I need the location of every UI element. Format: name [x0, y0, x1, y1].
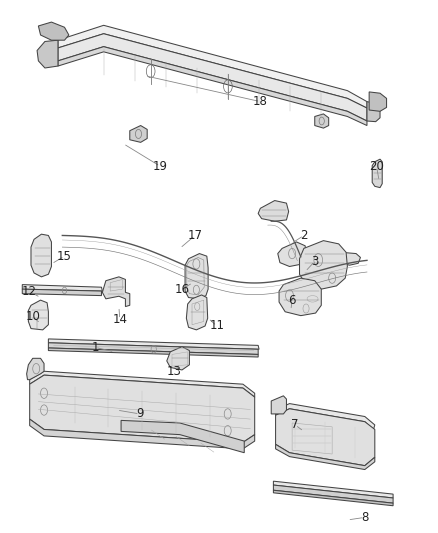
Text: 16: 16: [174, 282, 190, 296]
Polygon shape: [273, 481, 393, 498]
Text: 9: 9: [136, 407, 144, 421]
Text: 19: 19: [153, 160, 168, 173]
Polygon shape: [121, 421, 244, 453]
Polygon shape: [130, 126, 147, 142]
Polygon shape: [276, 403, 375, 430]
Polygon shape: [48, 339, 259, 349]
Polygon shape: [28, 300, 48, 330]
Text: 20: 20: [369, 160, 384, 173]
Polygon shape: [102, 277, 130, 306]
Text: 17: 17: [187, 229, 202, 242]
Text: 18: 18: [253, 95, 268, 108]
Text: 8: 8: [361, 511, 368, 524]
Polygon shape: [276, 409, 375, 466]
Polygon shape: [48, 348, 258, 357]
Polygon shape: [186, 295, 208, 330]
Polygon shape: [367, 102, 380, 122]
Text: 3: 3: [311, 255, 318, 268]
Polygon shape: [22, 285, 102, 291]
Text: 6: 6: [288, 294, 296, 306]
Polygon shape: [22, 289, 102, 296]
Polygon shape: [39, 22, 69, 40]
Polygon shape: [372, 159, 382, 188]
Polygon shape: [30, 372, 254, 397]
Polygon shape: [279, 278, 321, 316]
Polygon shape: [315, 114, 328, 128]
Polygon shape: [271, 396, 286, 414]
Text: 10: 10: [25, 310, 40, 324]
Text: 15: 15: [57, 249, 72, 263]
Polygon shape: [30, 375, 254, 442]
Polygon shape: [58, 47, 367, 126]
Text: 7: 7: [291, 418, 299, 431]
Polygon shape: [48, 343, 258, 354]
Polygon shape: [278, 242, 306, 266]
Polygon shape: [336, 252, 360, 265]
Polygon shape: [30, 419, 254, 449]
Text: 14: 14: [112, 313, 127, 326]
Text: 12: 12: [21, 285, 36, 297]
Polygon shape: [276, 445, 375, 470]
Polygon shape: [167, 346, 189, 370]
Polygon shape: [300, 240, 347, 289]
Polygon shape: [258, 200, 289, 221]
Text: 1: 1: [91, 341, 99, 354]
Polygon shape: [58, 25, 367, 108]
Polygon shape: [273, 490, 393, 506]
Polygon shape: [37, 40, 58, 68]
Text: 13: 13: [167, 365, 182, 378]
Polygon shape: [273, 485, 393, 503]
Polygon shape: [27, 358, 44, 379]
Polygon shape: [185, 254, 208, 299]
Polygon shape: [31, 234, 51, 277]
Polygon shape: [369, 92, 387, 111]
Text: 2: 2: [300, 229, 307, 242]
Text: 11: 11: [209, 319, 224, 333]
Polygon shape: [58, 34, 367, 121]
